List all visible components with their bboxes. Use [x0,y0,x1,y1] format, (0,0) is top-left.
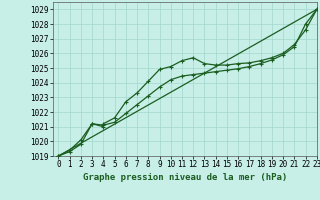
X-axis label: Graphe pression niveau de la mer (hPa): Graphe pression niveau de la mer (hPa) [83,173,287,182]
